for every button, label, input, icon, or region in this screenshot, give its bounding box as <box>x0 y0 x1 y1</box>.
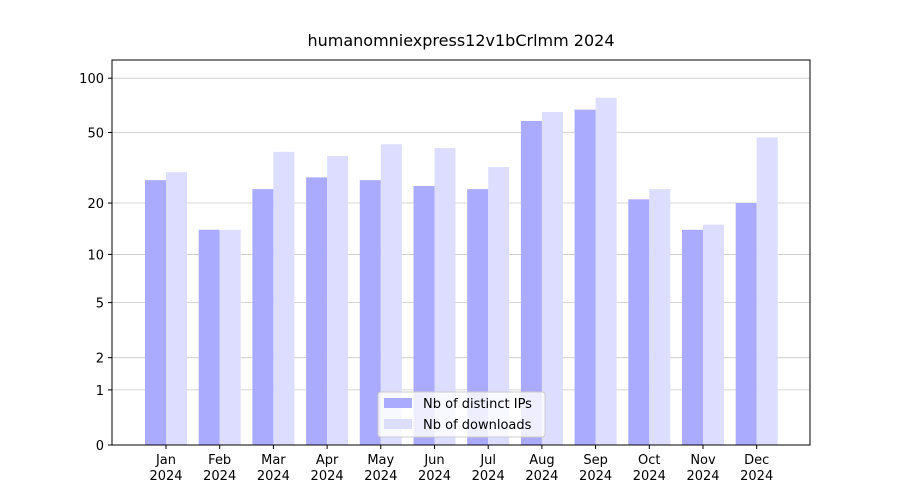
x-tick-label: May 2024 <box>364 453 398 484</box>
bar <box>359 180 381 445</box>
bar <box>488 167 510 445</box>
bar <box>198 229 220 445</box>
y-tick-label: 10 <box>87 248 104 263</box>
x-tick-label: Aug 2024 <box>525 453 559 484</box>
bar <box>252 189 274 445</box>
bar <box>541 112 563 445</box>
bar <box>756 137 778 446</box>
bar <box>574 109 596 445</box>
x-tick-label: Apr 2024 <box>310 453 344 484</box>
legend-label: Nb of distinct IPs <box>423 397 532 412</box>
x-tick-label: Jul 2024 <box>471 453 505 484</box>
bar <box>703 224 724 445</box>
legend-label: Nb of downloads <box>423 418 532 433</box>
y-tick-label: 50 <box>87 127 104 142</box>
x-tick-label: Jan 2024 <box>149 453 183 484</box>
bar <box>520 120 542 445</box>
plot-frame <box>111 59 811 446</box>
bar <box>145 180 166 445</box>
x-tick-label: Dec 2024 <box>740 453 774 484</box>
y-tick-label: 2 <box>96 352 104 367</box>
bar <box>273 151 295 445</box>
y-tick-label: 20 <box>87 197 104 212</box>
bar <box>306 177 328 445</box>
x-tick-label: Nov 2024 <box>686 453 720 484</box>
bar <box>595 97 617 445</box>
bar <box>434 147 456 445</box>
bar <box>467 189 489 445</box>
y-tick-label: 100 <box>79 72 104 87</box>
chart-title: humanomniexpress12v1bCrlmm 2024 <box>307 31 614 50</box>
y-tick-label: 1 <box>96 384 104 399</box>
legend: Nb of distinct IPs Nb of downloads <box>377 391 546 438</box>
x-tick-label: Feb 2024 <box>203 453 237 484</box>
bar <box>735 203 757 445</box>
bar <box>327 155 349 445</box>
y-tick-label: 5 <box>96 297 104 312</box>
bar <box>682 229 703 445</box>
x-tick-label: Jun 2024 <box>417 453 452 484</box>
bar <box>649 189 671 445</box>
legend-swatch <box>384 398 412 408</box>
x-tick-label: Oct 2024 <box>632 453 666 484</box>
bar <box>166 172 187 445</box>
bar <box>413 186 435 445</box>
x-tick-label: Sep 2024 <box>579 453 613 484</box>
legend-box <box>377 391 546 438</box>
bar <box>380 144 402 445</box>
x-tick-label: Mar 2024 <box>256 453 290 484</box>
legend-swatch <box>384 419 412 429</box>
bar <box>628 199 650 445</box>
bar <box>219 229 241 445</box>
y-tick-label: 0 <box>96 439 104 454</box>
